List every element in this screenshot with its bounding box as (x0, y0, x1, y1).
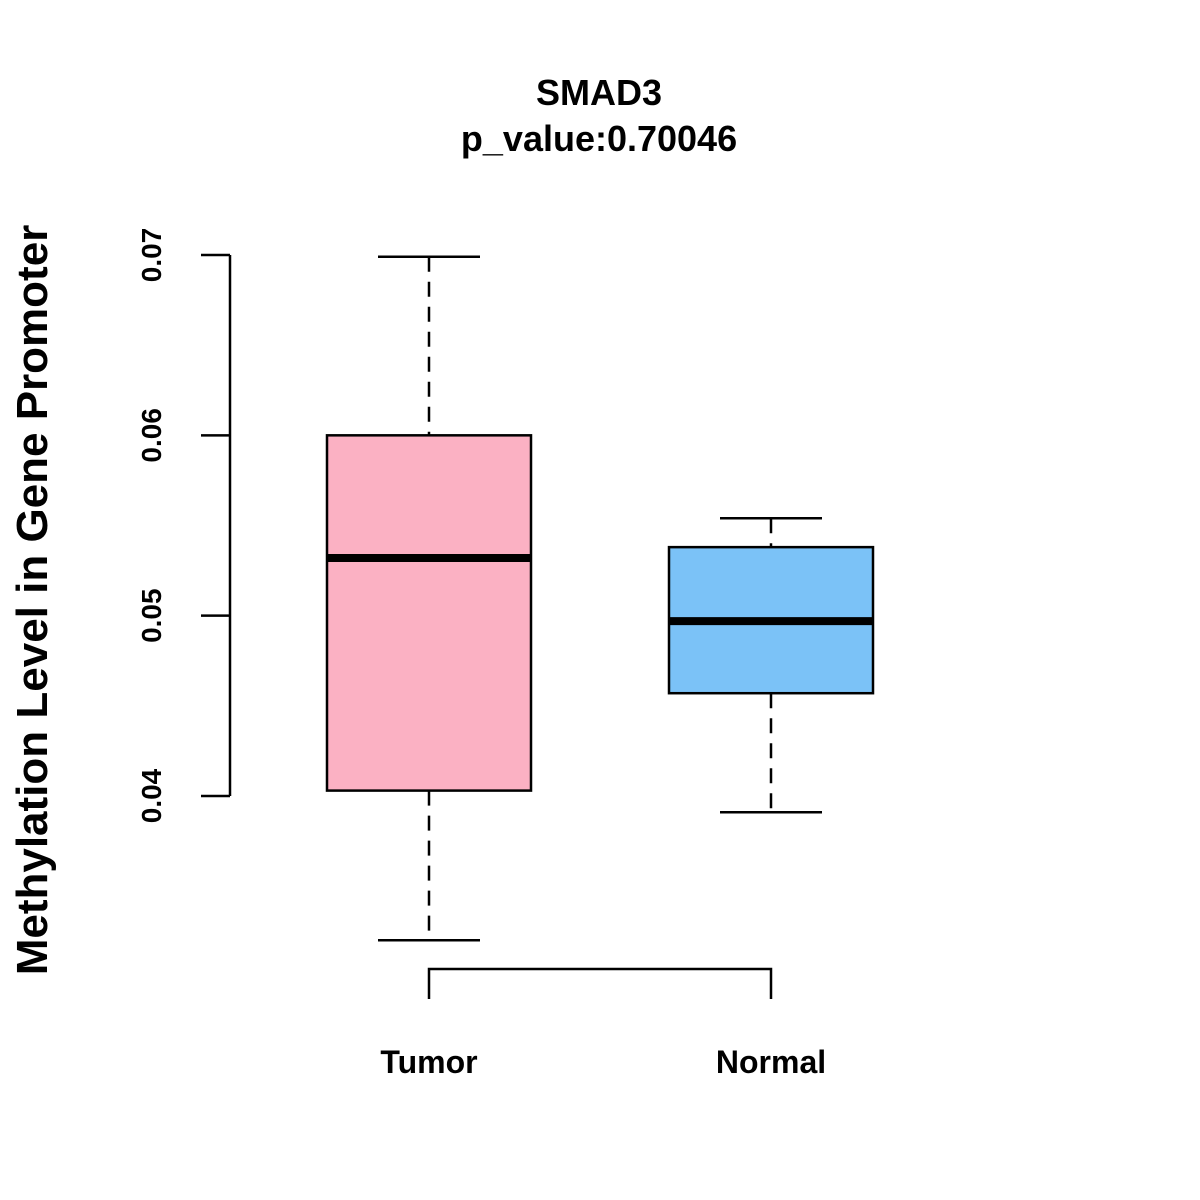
y-tick-label: 0.05 (136, 588, 167, 643)
iqr-box (325, 434, 533, 792)
box-tumor (325, 255, 533, 942)
y-tick-label: 0.07 (136, 228, 167, 283)
x-label-normal: Normal (716, 1044, 826, 1080)
box-normal (667, 517, 875, 814)
bracket-line (427, 967, 773, 999)
y-axis-label: Methylation Level in Gene Promoter (8, 225, 57, 976)
x-axis-labels: Tumor Normal (380, 1044, 826, 1080)
x-label-tumor: Tumor (380, 1044, 477, 1080)
comparison-bracket (427, 967, 773, 999)
boxes (325, 255, 875, 942)
y-tick-label: 0.06 (136, 408, 167, 463)
chart-subtitle: p_value:0.70046 (461, 118, 737, 159)
y-tick-label: 0.04 (136, 768, 167, 823)
chart-title: SMAD3 (536, 72, 662, 113)
y-axis: 0.04 0.05 0.06 0.07 (136, 228, 232, 823)
